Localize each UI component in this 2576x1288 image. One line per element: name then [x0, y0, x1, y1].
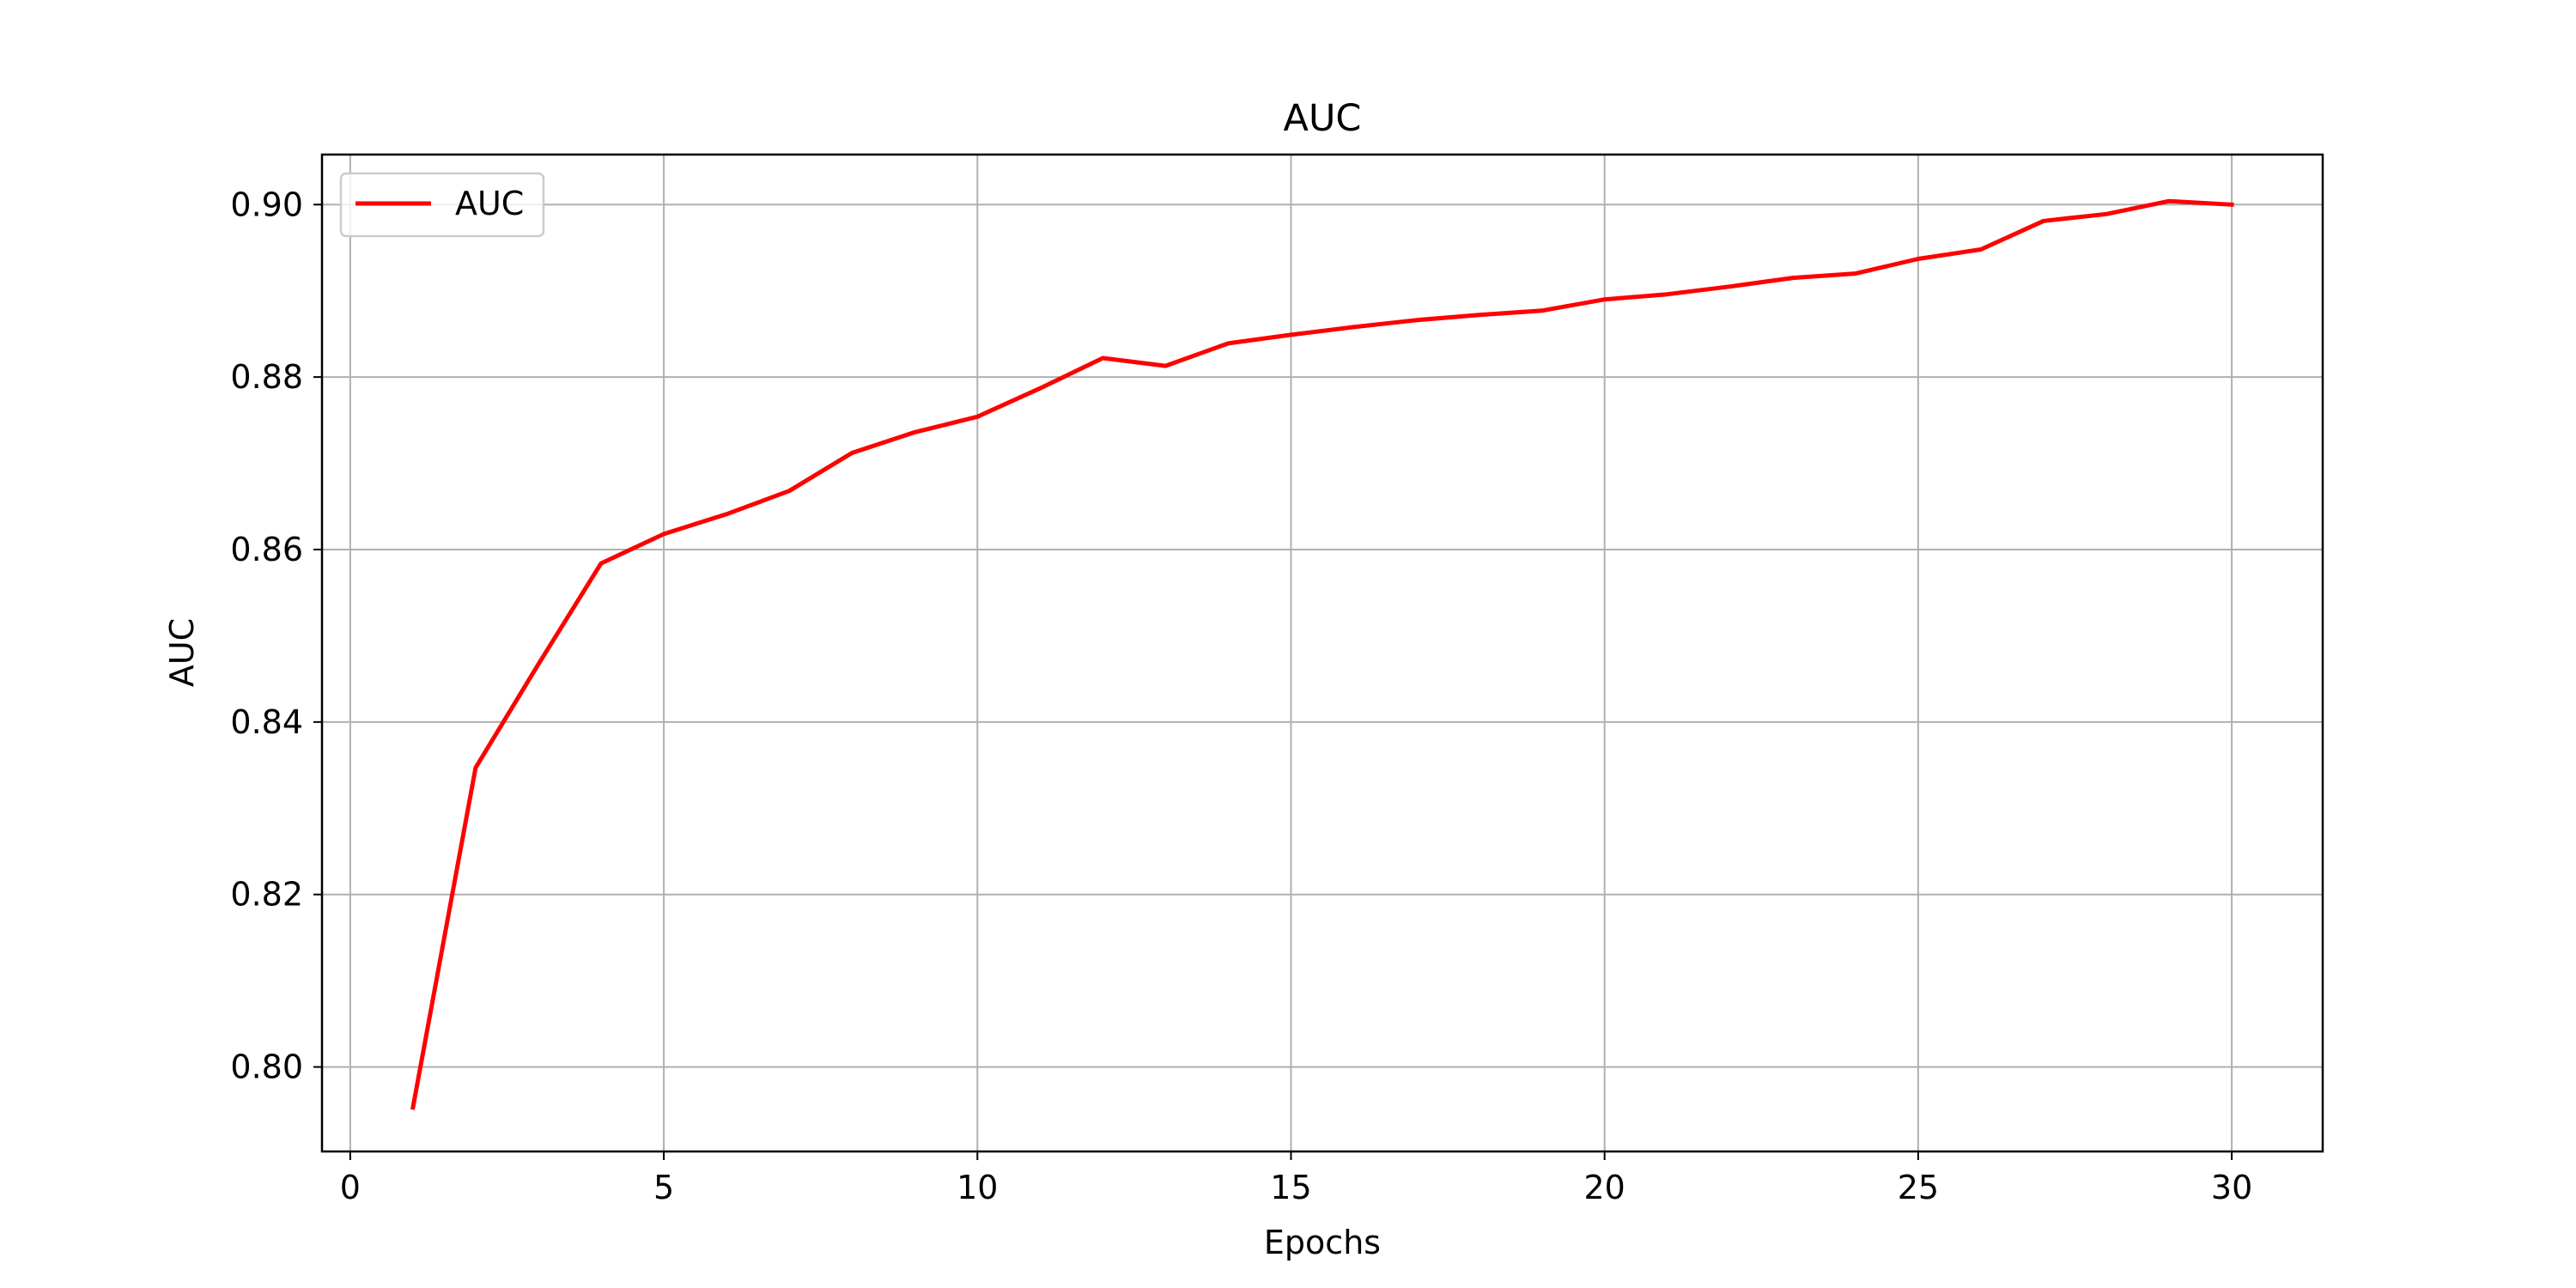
y-tick-label: 0.84 — [230, 703, 303, 741]
y-axis-ticks: 0.80 0.82 0.84 0.86 0.88 0.90 — [230, 185, 322, 1086]
grid-lines — [322, 155, 2323, 1151]
x-tick-label: 30 — [2211, 1169, 2252, 1206]
y-axis-label: AUC — [163, 618, 201, 687]
x-tick-label: 0 — [340, 1169, 361, 1206]
x-tick-label: 20 — [1584, 1169, 1625, 1206]
x-axis-label: Epochs — [1264, 1224, 1381, 1261]
x-axis-ticks: 0 5 10 15 20 25 30 — [340, 1151, 2252, 1206]
y-tick-label: 0.82 — [230, 876, 303, 914]
chart-title: AUC — [1284, 97, 1362, 140]
x-tick-label: 25 — [1898, 1169, 1939, 1206]
x-tick-label: 5 — [653, 1169, 674, 1206]
legend: AUC — [339, 172, 545, 238]
legend-label-auc: AUC — [455, 185, 524, 222]
y-tick-label: 0.88 — [230, 358, 303, 396]
y-tick-label: 0.90 — [230, 185, 303, 223]
series-layer — [410, 198, 2234, 1110]
series-line-auc — [410, 198, 2234, 1110]
y-tick-label: 0.80 — [230, 1048, 303, 1086]
x-tick-label: 10 — [957, 1169, 998, 1206]
legend-box — [339, 172, 545, 238]
plot-frame — [320, 153, 2324, 1153]
y-tick-label: 0.86 — [230, 531, 303, 568]
x-tick-label: 15 — [1270, 1169, 1311, 1206]
